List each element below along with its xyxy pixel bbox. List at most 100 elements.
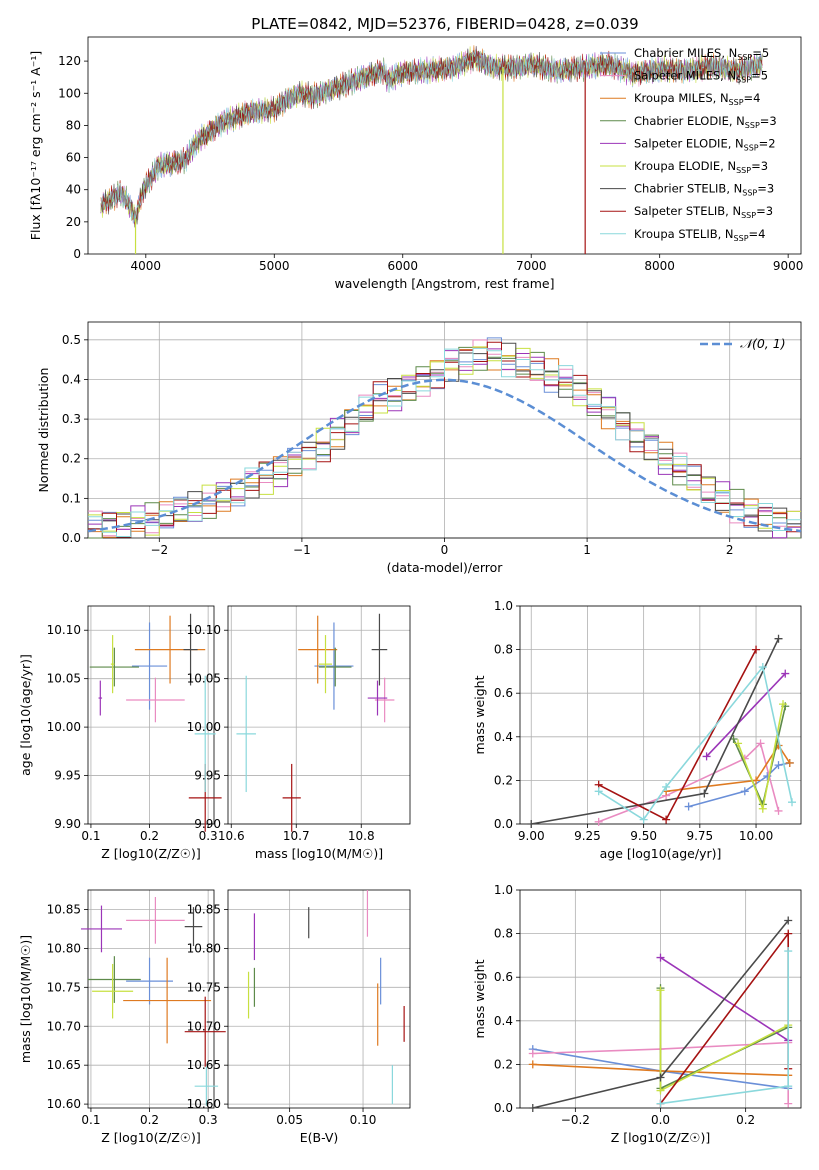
spectrum-line bbox=[100, 49, 763, 225]
x-axis-label: Z [log10(Z/Z☉)] bbox=[611, 1130, 711, 1145]
x-tick-label: 10.6 bbox=[218, 829, 245, 843]
weight-marker bbox=[752, 776, 761, 785]
weight-marker bbox=[662, 815, 671, 824]
legend-label-text: Kroupa STELIB, N bbox=[634, 227, 734, 241]
x-tick-label: 0 bbox=[441, 543, 449, 557]
weight_vs_age-lines bbox=[527, 634, 797, 828]
x-tick-label: 5000 bbox=[259, 259, 290, 273]
y-tick-label: 10.10 bbox=[47, 623, 81, 637]
weight_vs_age-axes: 9.00 9.25 9.50 9.75 10.00 0.0 0.2 0.4 0.6 0.8 1.0 a… bbox=[472, 599, 802, 861]
weight-line bbox=[659, 931, 789, 1105]
y-tick-label: 10.75 bbox=[187, 980, 221, 994]
y-tick-label: 0.8 bbox=[494, 643, 513, 657]
x-tick-label: 0.1 bbox=[81, 1113, 100, 1127]
axes-frame bbox=[87, 36, 802, 255]
y-tick-label: 9.90 bbox=[194, 817, 221, 831]
weight-marker bbox=[656, 1073, 665, 1082]
y-tick-label: 0.6 bbox=[494, 686, 513, 700]
legend-label: 𝒩(0, 1) bbox=[740, 336, 786, 351]
y-tick-label: 0.5 bbox=[62, 333, 81, 347]
x-tick-label: 0.3 bbox=[199, 829, 218, 843]
weight-marker bbox=[656, 986, 665, 995]
axes-frame bbox=[227, 605, 411, 825]
x-axis-label: Z [log10(Z/Z☉)] bbox=[101, 846, 201, 861]
y-tick-label: 10.65 bbox=[47, 1058, 81, 1072]
x-tick-label: −1 bbox=[293, 543, 311, 557]
legend-label-subscript: SSP bbox=[734, 234, 749, 243]
weight-marker bbox=[684, 802, 693, 811]
legend-label-count: =3 bbox=[757, 182, 774, 196]
x-tick-label: 10.00 bbox=[739, 829, 773, 843]
y-tick-label: 10.00 bbox=[187, 720, 221, 734]
legend-label-subscript: SSP bbox=[744, 143, 759, 152]
legend-label-subscript: SSP bbox=[745, 121, 760, 130]
legend-label-count: =3 bbox=[760, 114, 777, 128]
x-tick-label: 6000 bbox=[387, 259, 418, 273]
legend-label-subscript: SSP bbox=[729, 98, 744, 107]
legend-label-count: =5 bbox=[751, 69, 768, 83]
x-tick-label: 0.0 bbox=[651, 1113, 670, 1127]
y-axis-label: Flux [fλ10⁻¹⁷ erg cm⁻² s⁻¹ A⁻¹] bbox=[28, 51, 43, 240]
x-tick-label: 10.8 bbox=[348, 829, 375, 843]
legend-label-count: =2 bbox=[759, 136, 776, 150]
y-tick-label: 0.0 bbox=[494, 1101, 513, 1115]
legend-label: Kroupa STELIB, NSSP=4 bbox=[634, 227, 765, 243]
normal-curve bbox=[87, 378, 802, 533]
weight-marker bbox=[528, 1060, 537, 1069]
x-axis-label: age [log10(age/yr)] bbox=[600, 846, 722, 861]
weight-marker bbox=[528, 1049, 537, 1058]
weight-marker bbox=[656, 1099, 665, 1108]
legend-label-text: Kroupa ELODIE, N bbox=[634, 159, 736, 173]
legend-label: Salpeter ELODIE, NSSP=2 bbox=[634, 136, 776, 152]
legend-label: Chabrier STELIB, NSSP=3 bbox=[634, 182, 774, 198]
axes-frame bbox=[87, 889, 215, 1109]
weight-line bbox=[688, 762, 790, 808]
y-tick-label: 10.10 bbox=[187, 623, 221, 637]
y-tick-label: 10.60 bbox=[47, 1097, 81, 1111]
y-tick-label: 9.95 bbox=[54, 769, 81, 783]
y-tick-label: 0.4 bbox=[494, 730, 513, 744]
y-tick-label: 80 bbox=[66, 118, 81, 132]
legend-label-count: =5 bbox=[752, 46, 769, 60]
x-axis-label: (data-model)/error bbox=[387, 560, 504, 575]
spectrum-line bbox=[100, 46, 763, 228]
axes-frame bbox=[87, 605, 215, 825]
weight-marker bbox=[702, 752, 711, 761]
y-tick-label: 1.0 bbox=[494, 883, 513, 897]
y-tick-label: 120 bbox=[58, 54, 81, 68]
weight-marker bbox=[700, 789, 709, 798]
weight-marker bbox=[734, 739, 743, 748]
weight-marker bbox=[788, 798, 797, 807]
weight-marker bbox=[784, 1099, 793, 1108]
histograms: 𝒩(0, 1) bbox=[87, 336, 802, 539]
mass_vs_Z-axes: 0.1 0.2 0.3 10.60 10.65 10.70 10.75 10.80 10.85 Z… bbox=[18, 889, 218, 1145]
x-tick-label: 0.2 bbox=[140, 1113, 159, 1127]
legend-label-text: Salpeter MILES, N bbox=[634, 69, 736, 83]
y-tick-label: 100 bbox=[58, 86, 81, 100]
axes-frame bbox=[519, 605, 802, 825]
y-tick-label: 0.3 bbox=[62, 412, 81, 426]
weight-line bbox=[531, 638, 780, 825]
y-tick-label: 10.70 bbox=[187, 1019, 221, 1033]
weight-marker bbox=[528, 1104, 537, 1112]
weight-marker bbox=[527, 820, 536, 828]
weight-line bbox=[659, 990, 789, 1092]
weight-line bbox=[732, 706, 787, 807]
y-tick-label: 0.4 bbox=[62, 372, 81, 386]
age_vs_mass-axes: 10.6 10.7 10.8 9.90 9.95 10.00 10.05 10.10 mass … bbox=[187, 605, 411, 861]
x-tick-label: 4000 bbox=[131, 259, 162, 273]
weight-marker bbox=[662, 782, 671, 791]
legend-label-text: Chabrier MILES, N bbox=[634, 46, 737, 60]
x-tick-label: −0.2 bbox=[561, 1113, 590, 1127]
x-tick-label: 10.7 bbox=[283, 829, 310, 843]
y-axis-label: mass [log10(M/M☉)] bbox=[18, 935, 33, 1063]
legend-label: Kroupa ELODIE, NSSP=3 bbox=[634, 159, 768, 175]
x-tick-label: 0.2 bbox=[140, 829, 159, 843]
y-tick-label: 60 bbox=[66, 151, 81, 165]
weight-marker bbox=[656, 953, 665, 962]
y-tick-label: 0.2 bbox=[62, 452, 81, 466]
x-axis-label: mass [log10(M/M☉)] bbox=[255, 846, 383, 861]
x-tick-label: −2 bbox=[150, 543, 168, 557]
y-tick-label: 10.70 bbox=[47, 1019, 81, 1033]
